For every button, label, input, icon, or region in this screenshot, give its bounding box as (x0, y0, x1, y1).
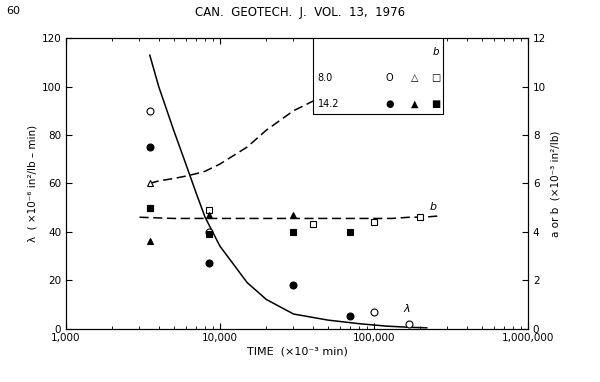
Text: a: a (412, 47, 418, 57)
Text: b: b (430, 202, 437, 212)
Text: ■: ■ (431, 99, 440, 109)
Text: ▲: ▲ (411, 99, 419, 109)
X-axis label: TIME  (×10⁻³ min): TIME (×10⁻³ min) (247, 346, 347, 356)
Text: b: b (432, 47, 439, 57)
Text: 14.2: 14.2 (318, 99, 339, 109)
Text: O: O (386, 73, 393, 83)
Y-axis label: λ  ( ×10⁻⁶ in²/lb – min): λ ( ×10⁻⁶ in²/lb – min) (27, 125, 37, 242)
Text: $\lambda$: $\lambda$ (403, 302, 411, 314)
Text: 60: 60 (6, 6, 20, 16)
Y-axis label: a or b  (×10⁻³ in²/lb): a or b (×10⁻³ in²/lb) (550, 130, 560, 236)
FancyBboxPatch shape (313, 32, 443, 114)
Text: 8.0: 8.0 (318, 73, 333, 83)
Text: a: a (427, 62, 434, 72)
Text: DEPTH FT: DEPTH FT (318, 47, 365, 57)
Text: CAN.  GEOTECH.  J.  VOL.  13,  1976: CAN. GEOTECH. J. VOL. 13, 1976 (195, 6, 405, 19)
Text: □: □ (431, 73, 440, 83)
Text: $\lambda$: $\lambda$ (386, 47, 393, 59)
Text: △: △ (411, 73, 419, 83)
Text: ●: ● (385, 99, 394, 109)
